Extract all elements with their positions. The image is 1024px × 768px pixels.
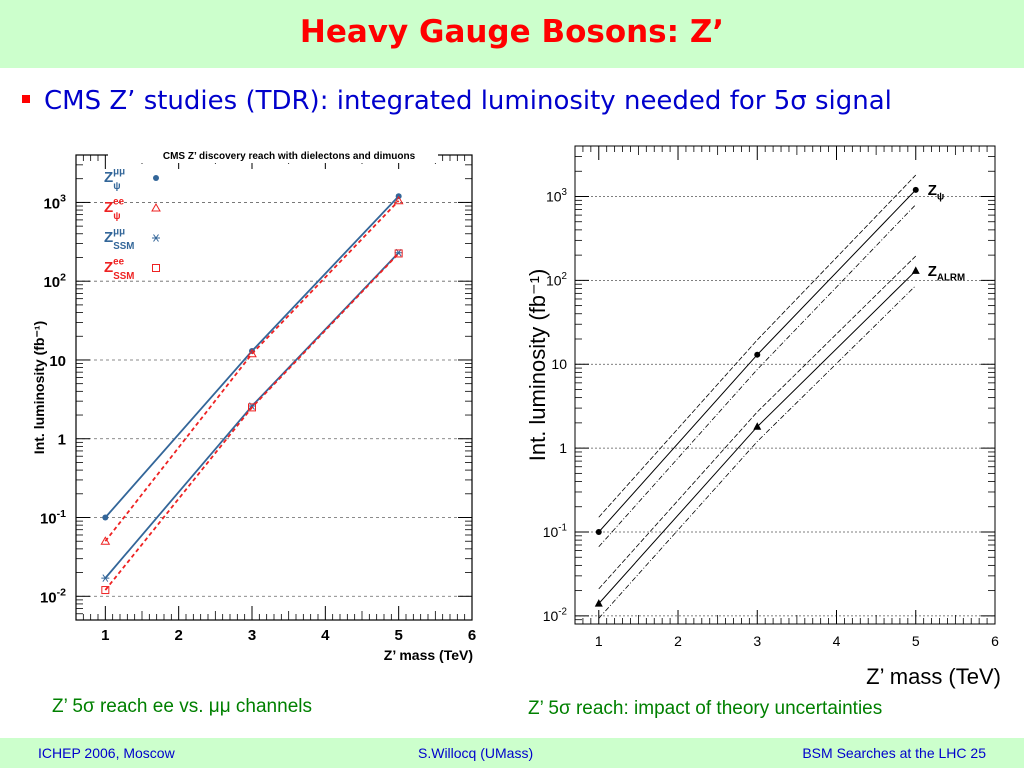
chart-left-x-tick-label: 3 [248, 627, 256, 644]
chart-left-legend: Zμμ ψ Zee ψ Zμμ SSM Zee SSM [104, 167, 161, 282]
footer-talk-title: BSM Searches at the LHC 25 [802, 745, 986, 761]
title-band [0, 0, 1024, 68]
chart-left-y-tick-label: 102 [43, 271, 66, 291]
chart-right-band-lower [598, 285, 917, 619]
chart-right-x-tick-label: 1 [595, 633, 603, 649]
bullet-text: CMS Z’ studies (TDR): integrated luminos… [44, 86, 892, 116]
chart-right-data-point [753, 422, 762, 430]
chart-left-legend-marker [151, 202, 161, 212]
chart-right-band-upper [598, 255, 917, 590]
chart-left-ee-vs-mumu: 10-2 10-1 1 10 102 103 1 2 3 4 5 6 CMS Z’ discovery … [28, 140, 506, 693]
chart-right-data-point [912, 186, 919, 193]
chart-right-y-tick-label: 10 [551, 356, 567, 372]
chart-left-series-line [104, 252, 400, 591]
chart-right-x-tick-label: 6 [991, 633, 999, 649]
footer-band: ICHEP 2006, Moscow S.Willocq (UMass) BSM… [0, 738, 1024, 768]
chart-left-y-tick-label: 10-1 [40, 508, 66, 528]
chart-right-x-tick-label: 2 [674, 633, 682, 649]
chart-left-x-tick-label: 5 [394, 627, 402, 644]
chart-left-data-point [100, 536, 111, 545]
footer-conference: ICHEP 2006, Moscow [38, 745, 175, 761]
chart-left-gridlines [76, 202, 472, 597]
chart-left-data-point [248, 403, 256, 412]
chart-left-legend-label: Zee SSM [104, 257, 134, 282]
chart-left-x-tick-label: 2 [174, 627, 182, 644]
chart-left-series-1 [100, 195, 404, 545]
chart-right-band-lower [598, 204, 917, 548]
chart-right-data-point [594, 599, 603, 607]
chart-left-x-tick-label: 4 [321, 627, 330, 644]
chart-left-data-point [393, 195, 404, 205]
chart-right-y-tick-label: 102 [546, 271, 567, 288]
chart-right-x-tick-label: 5 [912, 633, 920, 649]
chart-right-band-upper [598, 174, 917, 518]
chart-right-data-point [911, 266, 920, 274]
chart-left-x-tick-label: 1 [101, 627, 109, 644]
chart-left-data-point [101, 574, 110, 582]
chart-right-y-tick-label: 10-1 [543, 523, 567, 540]
chart-left-data-point [101, 586, 110, 595]
chart-left-series-3 [101, 249, 403, 595]
chart-right-series-1: ZALRM [594, 255, 965, 619]
chart-left-title-box [108, 148, 438, 163]
chart-right-y-tick-label: 10-2 [543, 607, 567, 624]
chart-right-x-axis-label: Z’ mass (TeV) [866, 664, 1001, 689]
slide-title: Heavy Gauge Bosons: Z’ [299, 14, 725, 50]
chart-right-x-tick-label: 4 [833, 633, 841, 649]
chart-right-data-point [595, 528, 602, 535]
chart-left-y-tick-label: 103 [43, 193, 66, 213]
chart-left-legend-marker [153, 175, 159, 181]
chart-left-legend-marker [152, 264, 160, 272]
chart-left-series-line [104, 200, 400, 542]
chart-right-data-point [754, 351, 761, 358]
chart-left-series-0 [102, 193, 402, 521]
bullet-line: CMS Z’ studies (TDR): integrated luminos… [22, 86, 892, 116]
chart-right-x-tick-label: 3 [753, 633, 761, 649]
chart-left-legend-label: Zμμ SSM [104, 227, 134, 252]
chart-right-y-tick-label: 103 [546, 187, 568, 204]
chart-left-plot-frame [75, 154, 473, 621]
chart-left-x-tick-label: 6 [468, 627, 476, 644]
chart-right-series-label: ZALRM [928, 263, 965, 284]
bullet-square-icon [22, 94, 30, 103]
chart-right-y-axis-label: Int. luminosity (fb⁻¹) [525, 269, 550, 462]
chart-left-title: CMS Z’ discovery reach with dielectons a… [163, 151, 416, 162]
chart-right-theory-uncertainties: 10-2 10-1 1 10 102 103 1 2 3 4 5 6 Z’ mass (TeV) Int.… [521, 132, 1016, 695]
chart-right-y-tick-label: 1 [559, 440, 567, 456]
chart-left-data-point [102, 514, 109, 521]
footer-author: S.Willocq (UMass) [418, 745, 534, 761]
chart-left-data-point [247, 348, 257, 358]
chart-left-legend-label: Zμμ ψ [104, 167, 125, 192]
chart-left-y-tick-label: 10-2 [40, 587, 66, 607]
chart-left-y-tick-label: 1 [58, 432, 66, 449]
chart-left-x-axis-label: Z’ mass (TeV) [384, 647, 473, 663]
caption-left: Z’ 5σ reach ee vs. μμ channels [52, 696, 312, 717]
caption-right: Z’ 5σ reach: impact of theory uncertaint… [528, 698, 883, 719]
chart-right-series-0: Zψ [595, 174, 945, 548]
chart-right-gridlines [575, 196, 995, 617]
chart-left-legend-label: Zee ψ [104, 197, 125, 222]
chart-right-series-label: Zψ [928, 182, 945, 203]
chart-left-data-point [394, 249, 403, 258]
chart-left-y-tick-label: 10 [49, 353, 66, 370]
chart-left-y-axis-label: Int. luminosity (fb⁻¹) [31, 321, 47, 454]
chart-left-legend-marker [152, 234, 160, 242]
